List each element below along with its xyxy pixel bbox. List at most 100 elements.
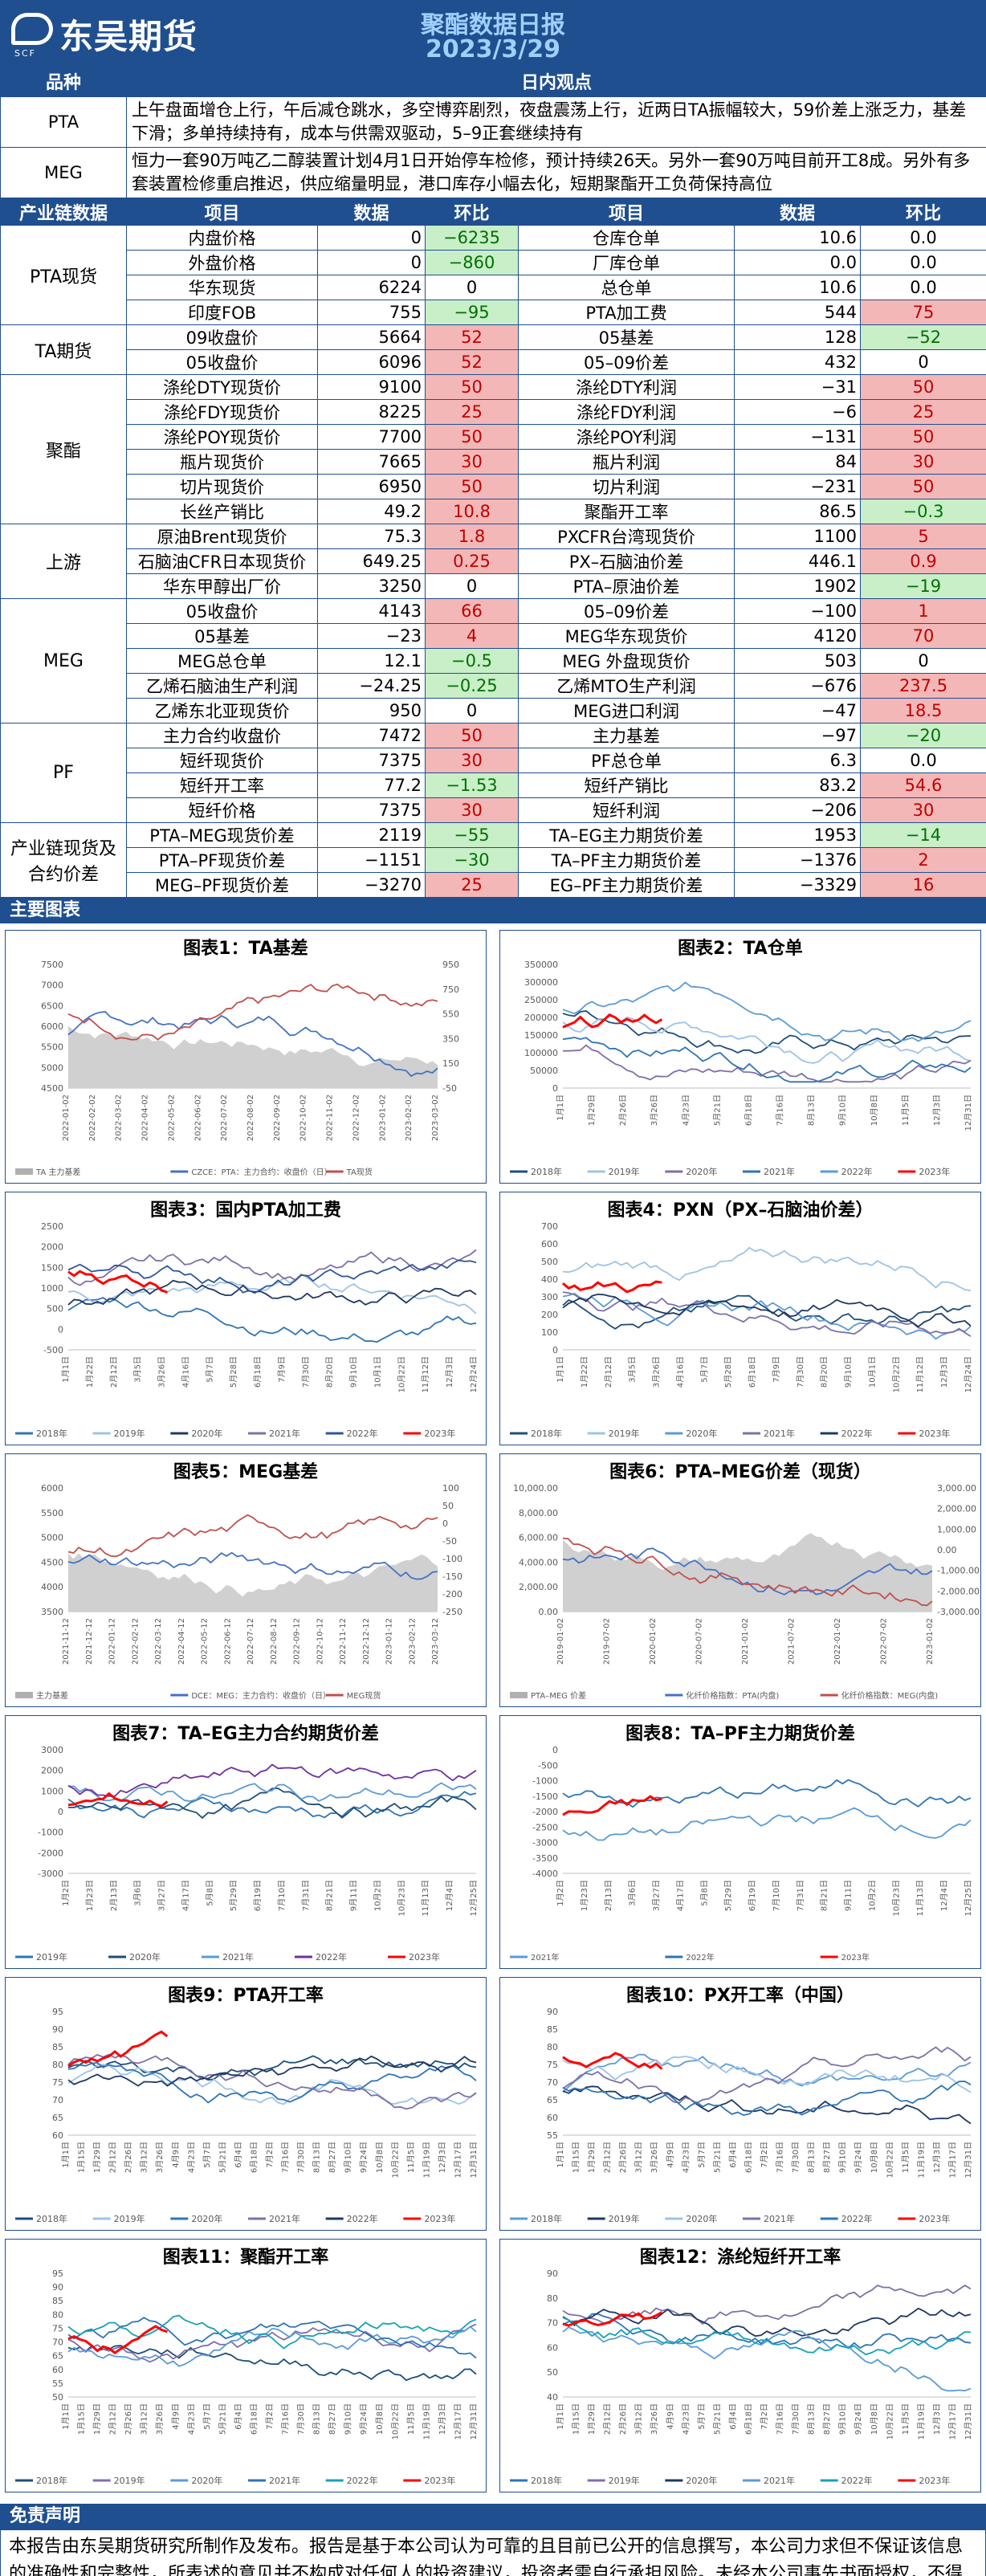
x-tick-label: 2月12日 — [603, 2142, 613, 2173]
y-tick-label: 75 — [52, 2077, 63, 2088]
item-label: 05基差 — [126, 623, 318, 649]
x-tick-label: 4月17日 — [675, 1880, 685, 1911]
y-tick-label: 80 — [52, 2309, 63, 2320]
x-tick-label: 12月17日 — [453, 2403, 462, 2439]
x-tick-label: 5月28日 — [229, 1356, 238, 1388]
x-tick-label: 6月18日 — [249, 2142, 259, 2173]
x-tick-label: 11月5日 — [901, 1094, 911, 1126]
item-value: −23 — [317, 623, 426, 649]
group-name: MEG — [0, 598, 127, 723]
x-tick-label: 4月9日 — [171, 2403, 181, 2430]
legend-label: 2021年 — [531, 1952, 559, 1963]
item-change: 50 — [860, 474, 986, 499]
y-tick-label: 300000 — [524, 977, 558, 988]
x-tick-label: 3月6日 — [133, 1880, 143, 1906]
legend-label: 2020年 — [129, 1951, 161, 1963]
x-tick-label: 11月5日 — [901, 2142, 911, 2173]
y-tick-label: 2000 — [41, 1242, 63, 1253]
y-tick-label: 3000 — [41, 1745, 63, 1755]
y-tick-label: 80 — [547, 2042, 558, 2052]
x-tick-label: 2022-05-12 — [201, 1618, 210, 1665]
x-tick-label: 2月12日 — [108, 2142, 118, 2173]
x-tick-label: 2022-01-02 — [833, 1618, 842, 1665]
x-tick-label: 5月28日 — [723, 1356, 733, 1388]
x-tick-label: 2月26日 — [618, 2403, 628, 2435]
item-label: 华东现货 — [126, 275, 318, 300]
item-change: 70 — [860, 623, 986, 649]
x-tick-label: 9月10日 — [838, 2142, 848, 2173]
x-tick-label: 9月10日 — [838, 1094, 848, 1126]
x-tick-label: 7月9日 — [772, 1356, 781, 1383]
legend-label: 2022年 — [347, 1428, 378, 1439]
item-value: 12.1 — [317, 648, 426, 674]
item-label: MEG 外盘现货价 — [518, 648, 735, 674]
x-tick-label: 5月7日 — [202, 2403, 212, 2430]
x-tick-label: 8月21日 — [325, 1880, 335, 1911]
series-line — [67, 1273, 477, 1314]
x-tick-label: 5月21日 — [712, 2142, 722, 2173]
item-change: 30 — [425, 748, 519, 773]
x-tick-label: 6月19日 — [253, 1880, 263, 1911]
x-tick-label: 2022-01-02 — [62, 1094, 71, 1141]
item-label: 05–09价差 — [518, 349, 735, 375]
disclaimer-title: 免责声明 — [0, 2504, 986, 2529]
x-tick-label: 9月10日 — [344, 2142, 353, 2173]
item-label: 05基差 — [518, 324, 735, 350]
legend-label: 主力基差 — [36, 1690, 68, 1701]
x-tick-label: 12月3日 — [445, 1356, 454, 1388]
table-row: PTA–PF现货价差 −1151 −30 TA–PF主力期货价差 −1376 2 — [1, 847, 986, 873]
legend-label: PTA–MEG 价差 — [531, 1690, 586, 1701]
series-line — [67, 1782, 477, 1802]
item-value: 10.6 — [734, 275, 861, 300]
x-tick-label: 12月3日 — [939, 1356, 949, 1388]
legend-label: 2023年 — [919, 2213, 950, 2224]
series-line — [67, 1279, 477, 1306]
item-value: −231 — [734, 474, 861, 499]
item-change: 30 — [425, 797, 519, 823]
item-label: 石脑油CFR日本现货价 — [126, 548, 318, 574]
item-value: 75.3 — [317, 524, 426, 549]
x-tick-label: 1月1日 — [556, 2142, 565, 2168]
item-change: 30 — [860, 797, 986, 823]
legend-label: 2019年 — [36, 1951, 67, 1963]
x-tick-label: 7月2日 — [760, 2142, 769, 2168]
item-label: PTA加工费 — [518, 300, 735, 325]
legend-label: 2020年 — [191, 2475, 222, 2486]
y-tick-label: 60 — [547, 2113, 558, 2123]
x-tick-label: 2022-02-02 — [88, 1094, 97, 1141]
table-row: 石脑油CFR日本现货价 649.25 0.25 PX–石脑油价差 446.1 0.9 — [1, 548, 986, 574]
x-tick-label: 2023-02-12 — [408, 1618, 417, 1665]
x-tick-label: 5月21日 — [218, 2403, 227, 2435]
x-tick-label: 7月10日 — [772, 1880, 781, 1911]
item-value: 7375 — [317, 748, 426, 773]
x-tick-label: 1月23日 — [580, 1880, 589, 1911]
y-tick-label: 65 — [547, 2095, 558, 2105]
series-line — [68, 1787, 477, 1820]
table-row: 产业链现货及合约价差 PTA–MEG现货价差 2119 −55 TA–EG主力期货价差 1… — [0, 822, 986, 898]
x-tick-label: 1月1日 — [61, 2403, 71, 2430]
x-tick-label: 2021-01-02 — [741, 1618, 750, 1665]
x-tick-label: 7月30日 — [296, 2142, 306, 2173]
item-value: −47 — [734, 698, 861, 723]
series-line — [68, 1553, 438, 1612]
y-tick-label: 4000 — [41, 1582, 63, 1592]
y-tick-label: 1000 — [41, 1283, 63, 1294]
series-line — [67, 1791, 477, 1819]
y-tick-label: 6500 — [41, 1001, 63, 1011]
x-tick-label: 9月24日 — [359, 2403, 369, 2435]
x-tick-label: 1月2日 — [556, 1880, 565, 1906]
item-change: 18.5 — [860, 698, 986, 723]
item-label: 主力合约收盘价 — [126, 723, 318, 748]
x-tick-label: 2022-07-02 — [220, 1094, 229, 1141]
legend-label: 2022年 — [347, 2213, 378, 2224]
x-tick-label: 10月8日 — [375, 2142, 385, 2173]
x-tick-label: 3月26日 — [650, 2142, 659, 2173]
x-tick-label: 5月21日 — [712, 1094, 722, 1126]
x-tick-label: 4月23日 — [186, 2142, 196, 2173]
x-tick-label: 12月3日 — [438, 2142, 447, 2173]
x-tick-label: 6月18日 — [744, 1094, 753, 1126]
x-tick-label: 1月29日 — [587, 2142, 597, 2173]
series-line — [562, 1293, 972, 1328]
series-line — [562, 1537, 933, 1607]
